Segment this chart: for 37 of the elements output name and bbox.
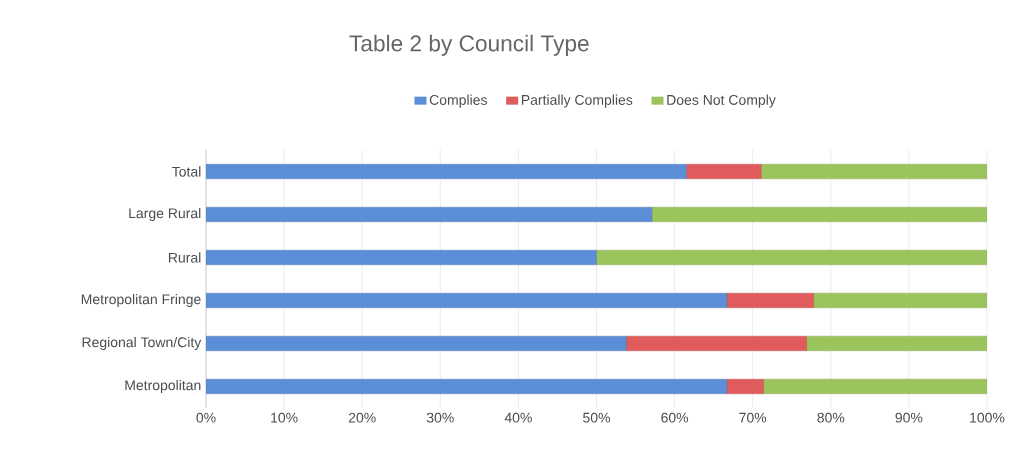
x-tick-label: 20% [348, 412, 376, 423]
bar [686, 163, 762, 180]
x-tick-label: 30% [426, 412, 454, 423]
x-tick-label: 0% [196, 412, 216, 423]
bar [206, 206, 653, 223]
bar [206, 335, 627, 352]
bar [726, 292, 814, 309]
chart-title: Table 2 by Council Type [349, 34, 589, 56]
y-tick-label: Total [172, 166, 201, 177]
x-tick-label: 60% [661, 412, 689, 423]
x-tick-label: 50% [583, 412, 610, 423]
legend-label: Complies [429, 94, 487, 108]
bar [726, 378, 764, 395]
bar [206, 292, 728, 309]
bar [763, 378, 987, 395]
bar [813, 292, 987, 309]
legend-label: Does Not Comply [667, 94, 776, 108]
y-tick-label: Regional Town/City [82, 336, 202, 351]
bar [806, 335, 987, 352]
x-tick-label: 40% [504, 412, 532, 423]
bar [206, 163, 687, 180]
bar [651, 206, 987, 223]
x-tick-label: 100% [970, 412, 1005, 423]
legend-label: Partially Complies [521, 94, 633, 108]
y-tick-label: Rural [168, 252, 201, 263]
x-tick-label: 90% [895, 412, 923, 423]
bar [206, 249, 597, 266]
y-tick-label: Metropolitan [125, 379, 201, 394]
bar [206, 378, 728, 395]
bar [625, 335, 807, 352]
bar [596, 249, 987, 266]
bar [761, 163, 987, 180]
x-tick-label: 10% [271, 412, 298, 423]
x-tick-label: 80% [817, 412, 845, 423]
y-tick-label: Metropolitan Fringe [81, 293, 201, 308]
y-tick-label: Large Rural [129, 207, 201, 222]
x-tick-label: 70% [739, 412, 767, 423]
